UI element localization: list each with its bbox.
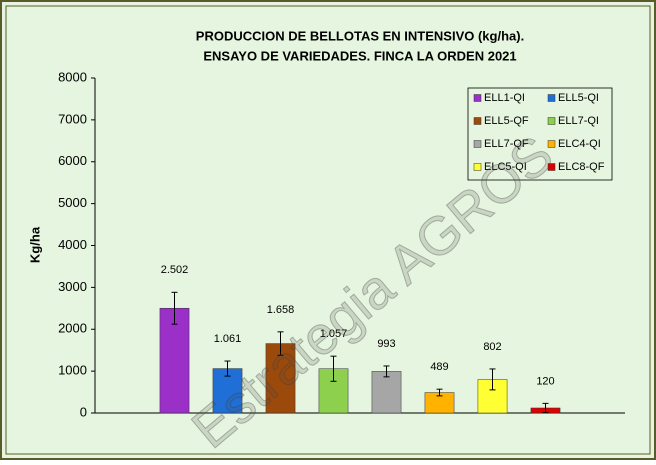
data-label: 1.057 — [320, 328, 348, 340]
legend-swatch — [547, 163, 556, 171]
legend-swatch — [473, 140, 482, 148]
legend-swatch — [473, 117, 482, 125]
chart-title: PRODUCCION DE BELLOTAS EN INTENSIVO (kg/… — [196, 28, 524, 43]
y-tick-label: 0 — [80, 404, 87, 419]
legend-swatch — [473, 94, 482, 102]
y-tick-label: 1000 — [58, 363, 87, 378]
data-label: 1.658 — [267, 304, 295, 316]
chart-title: ENSAYO DE VARIEDADES. FINCA LA ORDEN 202… — [203, 48, 516, 63]
legend-swatch — [473, 163, 482, 171]
y-tick-label: 8000 — [58, 69, 87, 84]
y-tick-label: 7000 — [58, 111, 87, 126]
bar — [371, 371, 402, 414]
y-tick-label: 5000 — [58, 195, 87, 210]
y-tick-label: 6000 — [58, 153, 87, 168]
data-label: 2.502 — [161, 264, 189, 276]
legend-label: ELC8-QF — [558, 161, 605, 173]
legend-label: ELL1-QI — [484, 92, 525, 104]
data-label: 993 — [377, 338, 395, 350]
legend-swatch — [547, 140, 556, 148]
data-label: 1.061 — [214, 333, 242, 345]
data-label: 489 — [430, 361, 448, 373]
legend-label: ELL7-QI — [558, 115, 599, 127]
y-tick-label: 4000 — [58, 237, 87, 252]
chart-border — [5, 5, 651, 455]
data-label: 120 — [536, 375, 554, 387]
bar — [477, 379, 508, 414]
legend-label: ELL5-QF — [484, 115, 529, 127]
legend-swatch — [547, 94, 556, 102]
y-tick-label: 3000 — [58, 279, 87, 294]
y-axis-label: Kg/ha — [27, 226, 42, 263]
y-tick-label: 2000 — [58, 321, 87, 336]
legend-swatch — [547, 117, 556, 125]
bar — [159, 307, 190, 414]
legend-label: ELL7-QF — [484, 138, 529, 150]
legend-label: ELC4-QI — [558, 138, 601, 150]
legend-label: ELC5-QI — [484, 161, 527, 173]
legend-label: ELL5-QI — [558, 92, 599, 104]
legend-box — [467, 87, 613, 181]
data-label: 802 — [483, 341, 501, 353]
